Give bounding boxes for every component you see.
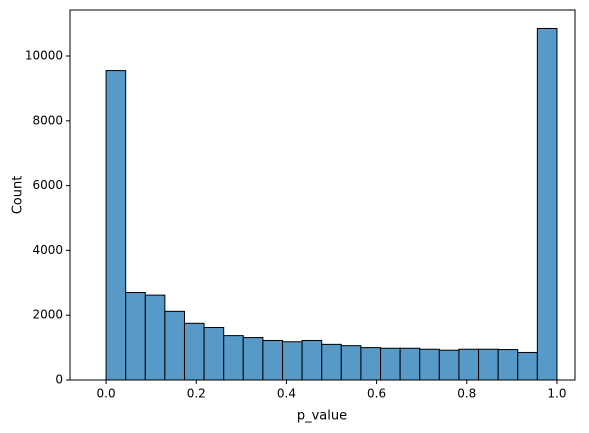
x-tick-label: 0.4	[277, 387, 296, 401]
bar	[262, 339, 284, 381]
bar	[497, 349, 519, 381]
plot-frame	[69, 9, 576, 381]
bar	[399, 347, 421, 381]
bar	[164, 310, 185, 381]
bar	[340, 345, 362, 381]
bar	[301, 339, 323, 381]
x-axis-label: p_value	[297, 409, 347, 424]
bar	[144, 294, 166, 381]
bar	[223, 335, 244, 381]
bar	[458, 348, 480, 381]
bar	[478, 348, 499, 381]
x-tick-label: 0.2	[187, 387, 206, 401]
bar	[183, 322, 205, 381]
y-tick-label: 2000	[32, 308, 63, 322]
y-axis-label: Count	[11, 176, 26, 215]
bar	[203, 327, 225, 381]
y-tick-label: 4000	[32, 243, 63, 257]
x-tick-label: 0.6	[367, 387, 386, 401]
x-tick-label: 0.8	[457, 387, 476, 401]
bar	[360, 347, 382, 381]
bar	[242, 337, 264, 381]
bar	[517, 351, 538, 381]
bar	[419, 348, 440, 381]
x-tick-label: 1.0	[547, 387, 566, 401]
bar	[125, 292, 146, 381]
bar	[438, 349, 460, 381]
x-tick-label: 0.0	[97, 387, 116, 401]
y-tick-label: 6000	[32, 178, 63, 192]
y-tick-label: 0	[55, 373, 63, 387]
bar	[282, 341, 303, 381]
bar	[105, 70, 127, 381]
y-tick-label: 8000	[32, 113, 63, 127]
bar	[536, 27, 558, 381]
bar	[380, 347, 401, 381]
y-tick-label: 10000	[25, 49, 63, 63]
bar	[321, 343, 342, 381]
